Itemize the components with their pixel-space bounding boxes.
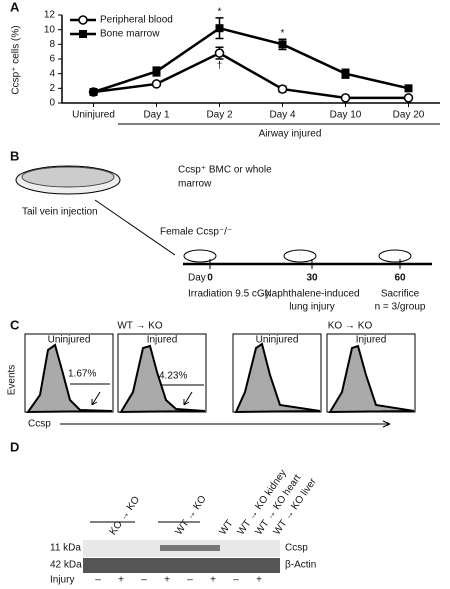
injury-sign: +: [118, 575, 124, 586]
text: 1.67%: [68, 369, 96, 380]
text: 4.23%: [159, 371, 187, 382]
text: Uninjured: [256, 335, 299, 346]
series-line: [93, 26, 409, 94]
text: KO → KO: [328, 321, 373, 332]
group-label: Airway injured: [259, 129, 322, 140]
y-tick-label: 0: [49, 98, 55, 109]
text: Ccsp⁺ BMC or whole: [178, 165, 272, 176]
arrow: [183, 391, 193, 406]
injury-sign: –: [141, 575, 147, 586]
legend-marker: [78, 15, 88, 25]
panel-a: A Ccsp⁺ cells (%) Airway injured 0 2 4 6 8 10…: [10, 0, 440, 140]
panel-c: C WT → KO KO → KO Uninjured Injured Unin…: [7, 317, 416, 430]
dish-cells: [21, 166, 115, 188]
text: 42 kDa: [50, 560, 82, 571]
histogram: [119, 344, 206, 414]
x-tick-label: Day 4: [269, 110, 296, 121]
lane-label: KO → KO: [108, 494, 143, 537]
marker: [340, 93, 351, 103]
x-axis-label: Ccsp: [28, 419, 51, 430]
panel-label: D: [10, 439, 19, 454]
arrow: [91, 391, 101, 406]
panel-label: C: [10, 317, 20, 332]
arrow: [94, 199, 176, 256]
mouse: [183, 249, 217, 263]
arrow: [60, 420, 391, 428]
marker: [404, 84, 413, 93]
marker: [152, 67, 161, 76]
panel-d: D 11 kDa 42 kDa Ccsp β-Actin Injury KO →…: [10, 439, 319, 585]
legend-label: Bone marrow: [100, 29, 160, 40]
text: Injured: [356, 335, 387, 346]
series-line: [93, 51, 409, 100]
marker: [214, 48, 225, 58]
injury-sign: –: [187, 575, 193, 586]
mouse: [283, 249, 317, 263]
text: Day: [188, 273, 206, 284]
lane-label: WT: [218, 518, 236, 537]
injury-sign: –: [233, 575, 239, 586]
lane-label: WT → KO: [174, 494, 209, 538]
annotation: *: [281, 28, 285, 39]
x-tick-label: Uninjured: [72, 110, 115, 121]
marker: [89, 88, 98, 96]
text: β-Actin: [285, 560, 316, 571]
injury-sign: +: [256, 575, 262, 586]
x-tick-label: Day 20: [393, 110, 425, 121]
mouse: [378, 249, 412, 263]
text: Ccsp: [285, 543, 308, 554]
marker: [215, 24, 224, 33]
panel-b: B Ccsp⁺ BMC or whole marrow Tail vein in…: [10, 148, 432, 313]
histograms: Uninjured Injured Uninjured Injured 1.67…: [24, 333, 416, 414]
text: 30: [306, 273, 318, 284]
text: lung injury: [289, 302, 335, 313]
y-tick-label: 6: [49, 54, 55, 65]
legend-label: Peripheral blood: [100, 15, 173, 26]
band: [160, 545, 220, 551]
text: 0: [207, 273, 213, 284]
text: Uninjured: [48, 335, 91, 346]
panel-label: A: [10, 0, 20, 14]
marker: [278, 40, 287, 49]
text: Irradiation 9.5 cGy: [188, 289, 270, 300]
legend-marker: [79, 30, 87, 38]
x-tick-label: Day 10: [330, 110, 362, 121]
x-tick-label: Day 2: [206, 110, 233, 121]
text: marrow: [178, 179, 212, 190]
text: Sacrifice: [381, 289, 420, 300]
y-tick-label: 4: [49, 68, 55, 79]
text: WT → KO: [117, 321, 163, 332]
text: Injured: [147, 335, 178, 346]
y-tick-label: 8: [49, 39, 55, 50]
marker: [403, 93, 414, 103]
text: Tail vein injection: [22, 207, 98, 218]
y-tick-label: 2: [49, 83, 55, 94]
injury-sign: –: [95, 575, 101, 586]
text: Naphthalene-induced: [264, 289, 359, 300]
histogram: [26, 343, 113, 414]
y-axis-label: Events: [7, 365, 18, 396]
marker: [341, 69, 350, 78]
blot: [83, 558, 280, 573]
marker: [151, 79, 162, 89]
text: 60: [394, 273, 406, 284]
y-tick-label: 10: [44, 24, 56, 35]
text: n = 3/group: [375, 302, 426, 313]
panel-label: B: [10, 148, 19, 163]
y-tick-label: 12: [44, 10, 56, 21]
histogram: [328, 344, 415, 414]
injury-sign: +: [164, 575, 170, 586]
text: Injury: [50, 575, 74, 586]
text: Female Ccsp⁻/⁻: [160, 227, 232, 238]
x-tick-label: Day 1: [143, 110, 170, 121]
histogram: [234, 342, 321, 414]
y-axis-label: Ccsp⁺ cells (%): [11, 25, 22, 94]
marker: [277, 84, 288, 94]
annotation: *: [218, 7, 222, 18]
annotation: †: [217, 61, 223, 72]
injury-sign: +: [210, 575, 216, 586]
text: 11 kDa: [50, 543, 81, 554]
